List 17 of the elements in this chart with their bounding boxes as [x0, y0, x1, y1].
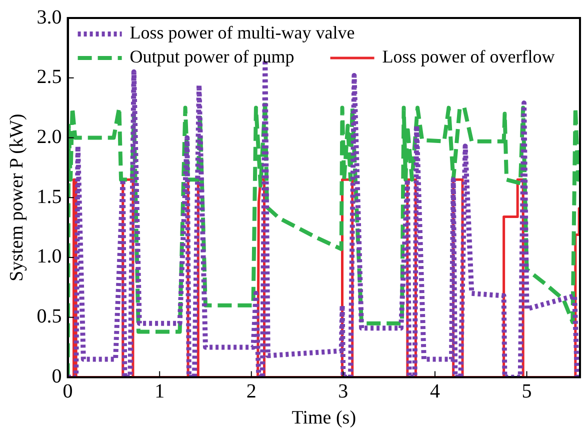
legend-label: Loss power of overflow	[382, 46, 555, 67]
x-tick-label: 1	[154, 380, 165, 402]
x-tick-label: 2	[246, 380, 256, 402]
x-tick-label: 4	[430, 380, 440, 402]
y-tick-label: 2.0	[36, 126, 62, 148]
y-tick-label: 0	[52, 365, 62, 388]
y-tick-label: 3.0	[36, 6, 62, 28]
x-tick-label: 3	[338, 380, 348, 402]
x-tick-label: 5	[522, 380, 532, 402]
x-axis-title: Time (s)	[292, 408, 356, 429]
legend-label: Loss power of multi-way valve	[130, 22, 355, 43]
y-axis-title: System power P (kW)	[6, 114, 28, 282]
y-tick-label: 1.0	[36, 246, 62, 268]
y-tick-label: 1.5	[36, 186, 62, 208]
legend-label: Output power of pump	[130, 46, 294, 67]
y-tick-label: 2.5	[36, 66, 62, 88]
y-tick-label: 0.5	[36, 306, 62, 328]
